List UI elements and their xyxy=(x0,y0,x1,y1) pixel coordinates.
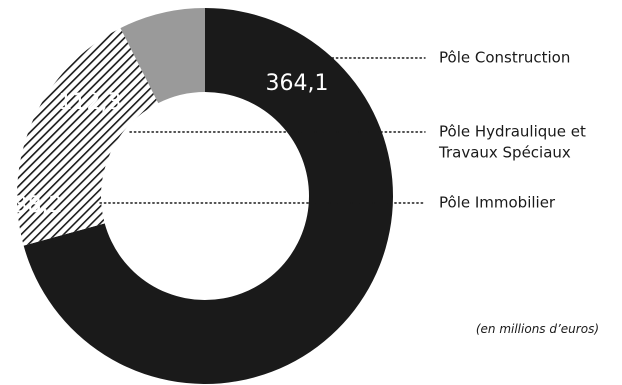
legend-label: Pôle Immobilier xyxy=(439,194,556,212)
legend-label: Pôle Construction xyxy=(439,49,570,67)
donut-slice xyxy=(17,28,159,246)
donut-slices xyxy=(17,8,394,384)
donut-slice xyxy=(120,8,205,104)
slice-value-label: 364,1 xyxy=(266,71,329,96)
legend-label: Travaux Spéciaux xyxy=(438,144,571,162)
value-labels: 364,1 112,3 38,2 xyxy=(14,71,329,218)
legend: Pôle Construction Pôle Hydraulique et Trav… xyxy=(438,49,586,212)
donut-slice xyxy=(23,8,394,384)
leader-lines xyxy=(99,57,426,204)
slice-value-label: 38,2 xyxy=(14,193,63,218)
legend-label: Pôle Hydraulique et xyxy=(439,123,586,141)
unit-note: (en millions d’euros) xyxy=(476,322,599,336)
slice-value-label: 112,3 xyxy=(59,90,122,115)
